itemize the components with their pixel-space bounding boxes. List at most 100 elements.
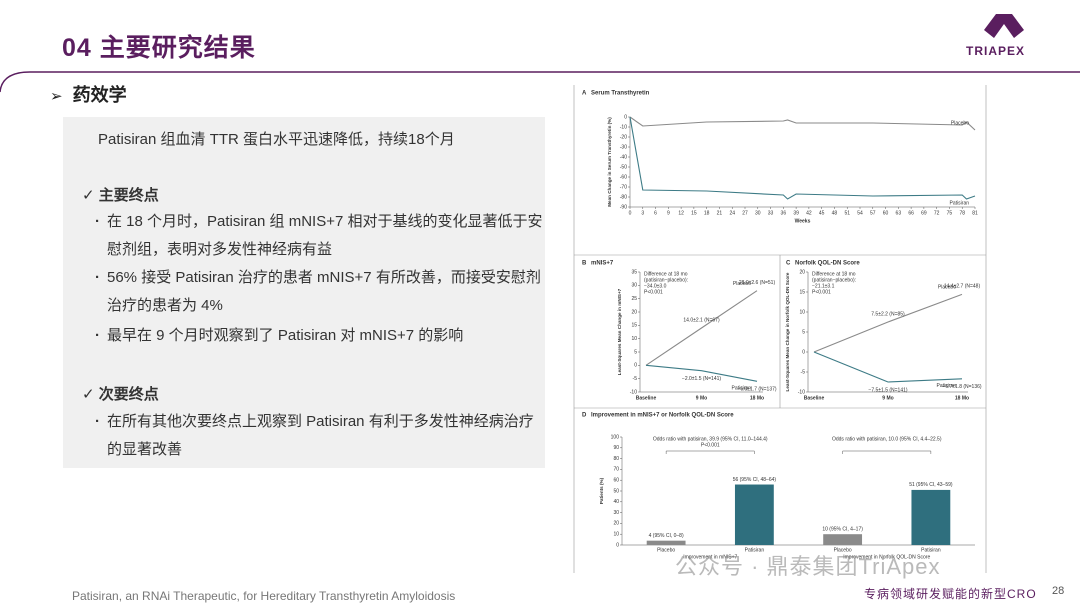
x-tick-label: 57: [870, 210, 876, 216]
y-tick-label: 30: [631, 283, 637, 289]
x-tick-label: 60: [883, 210, 889, 216]
value-label: 14.4±2.7 (N=48): [944, 284, 981, 290]
y-axis-label: Least-Squares Mean Change in mNIS+7: [617, 288, 622, 375]
bullet: 56% 接受 Patisiran 治疗的患者 mNIS+7 有所改善，而接受安慰…: [95, 264, 547, 320]
y-tick-label: 5: [634, 349, 637, 355]
y-axis-label: Mean Change in Serum Transthyretin (%): [607, 117, 612, 207]
figure: A Serum Transthyretin Mean Change in Serum…: [568, 83, 990, 578]
y-tick-label: 10: [613, 532, 619, 538]
annotation: Difference at 18 mo: [644, 271, 688, 277]
y-tick-label: 5: [802, 329, 805, 335]
intro: Patisiran 组血清 TTR 蛋白水平迅速降低，持续18个月: [98, 131, 455, 148]
x-tick-label: 75: [947, 210, 953, 216]
value-label: −2.0±1.5 (N=141): [682, 376, 721, 382]
series-line: [813, 351, 963, 383]
bracket: [665, 450, 755, 454]
x-tick-label: 72: [934, 210, 940, 216]
annotation: P<0.001: [701, 442, 720, 448]
bullet: 最早在 9 个月时观察到了 Patisiran 对 mNIS+7 的影响: [95, 322, 547, 350]
x-axis-label: Weeks: [795, 218, 811, 224]
y-tick-label: 20: [799, 269, 805, 275]
x-tick-label: Placebo: [657, 547, 675, 553]
y-tick-label: -50: [620, 164, 627, 170]
y-tick-label: -10: [620, 124, 627, 130]
series-label: Placebo: [938, 285, 956, 291]
annotation: Odds ratio with patisiran, 10.0 (95% CI,…: [832, 436, 942, 442]
y-tick-label: 0: [624, 114, 627, 120]
annotation: −21.1±3.1: [812, 283, 835, 289]
series-label: Patisiran: [950, 200, 970, 206]
y-axis-label: Least-Squares Mean Change in Norfolk QOL…: [785, 272, 790, 391]
citation: Patisiran, an RNAi Therapeutic, for Here…: [72, 589, 456, 603]
x-tick-label: 6: [654, 210, 657, 216]
x-tick-label: Placebo: [834, 547, 852, 553]
x-tick-label: 30: [755, 210, 761, 216]
x-tick-label: 21: [717, 210, 723, 216]
y-tick-label: 10: [799, 309, 805, 315]
series-line: [629, 116, 976, 200]
annotation: Odds ratio with patisiran, 39.9 (95% CI,…: [653, 436, 768, 442]
value-label: 4 (95% CI, 0–8): [649, 533, 684, 539]
x-tick-label: 51: [844, 210, 850, 216]
x-tick-label: 48: [832, 210, 838, 216]
y-tick-label: 20: [631, 309, 637, 315]
y-tick-label: -40: [620, 154, 627, 160]
heading: 主要终点: [82, 184, 159, 205]
x-tick-label: 0: [629, 210, 632, 216]
y-tick-label: 25: [631, 296, 637, 302]
y-tick-label: -30: [620, 144, 627, 150]
x-tick-label: 66: [908, 210, 914, 216]
value-label: −6.7±1.8 (N=136): [942, 384, 981, 390]
x-tick-label: 78: [959, 210, 965, 216]
series-label: Placebo: [951, 120, 969, 126]
y-tick-label: 10: [631, 336, 637, 342]
value-label: −7.5±1.5 (N=141): [868, 387, 907, 393]
panel-letter: A: [582, 91, 587, 97]
value-label: 28.0±2.6 (N=51): [739, 280, 776, 286]
tagline: 专病领域研发赋能的新型CRO: [864, 587, 1037, 601]
value-label: 14.0±2.1 (N=67): [683, 317, 720, 323]
value-label: 56 (95% CI, 48–64): [733, 477, 777, 483]
heading: 次要终点: [82, 383, 159, 404]
bar: [734, 484, 774, 545]
y-tick-label: -10: [798, 389, 805, 395]
series-line: [629, 116, 976, 131]
panel-letter: D: [582, 413, 587, 419]
y-tick-label: 35: [631, 269, 637, 275]
series-label: Patisiran: [732, 386, 752, 392]
y-tick-label: 0: [634, 363, 637, 369]
watermark: 公众号 · 鼎泰集团TriApex: [675, 554, 941, 579]
logo-icon: [984, 14, 1024, 38]
x-tick-label: Baseline: [804, 395, 825, 401]
series-label: Placebo: [733, 281, 751, 287]
annotation: P<0.001: [644, 289, 663, 295]
x-tick-label: 42: [806, 210, 812, 216]
x-tick-label: Baseline: [636, 395, 657, 401]
bullet: 在所有其他次要终点上观察到 Patisiran 有利于多发性神经病治疗的显著改善: [95, 408, 547, 464]
panel-letter: C: [786, 261, 791, 267]
y-tick-label: -60: [620, 174, 627, 180]
y-tick-label: 15: [631, 323, 637, 329]
bar: [911, 489, 951, 545]
x-tick-label: 15: [691, 210, 697, 216]
x-tick-label: Patisiran: [745, 547, 765, 553]
y-tick-label: 80: [613, 456, 619, 462]
x-tick-label: 9: [667, 210, 670, 216]
x-tick-label: 9 Mo: [882, 395, 893, 401]
panel-letter: B: [582, 261, 587, 267]
x-tick-label: 54: [857, 210, 863, 216]
series-label: Patisiran: [937, 383, 957, 389]
logo-text: TRIAPEX: [966, 44, 1026, 58]
page-number: 28: [1052, 585, 1065, 597]
x-tick-label: 12: [678, 210, 684, 216]
x-tick-label: 36: [781, 210, 787, 216]
x-tick-label: 39: [793, 210, 799, 216]
y-tick-label: -20: [620, 134, 627, 140]
y-tick-label: 60: [613, 478, 619, 484]
y-tick-label: -5: [633, 376, 638, 382]
x-tick-label: 33: [768, 210, 774, 216]
y-tick-label: 100: [611, 434, 620, 440]
y-tick-label: 0: [616, 542, 619, 548]
value-label: 51 (95% CI, 43–59): [909, 482, 953, 488]
